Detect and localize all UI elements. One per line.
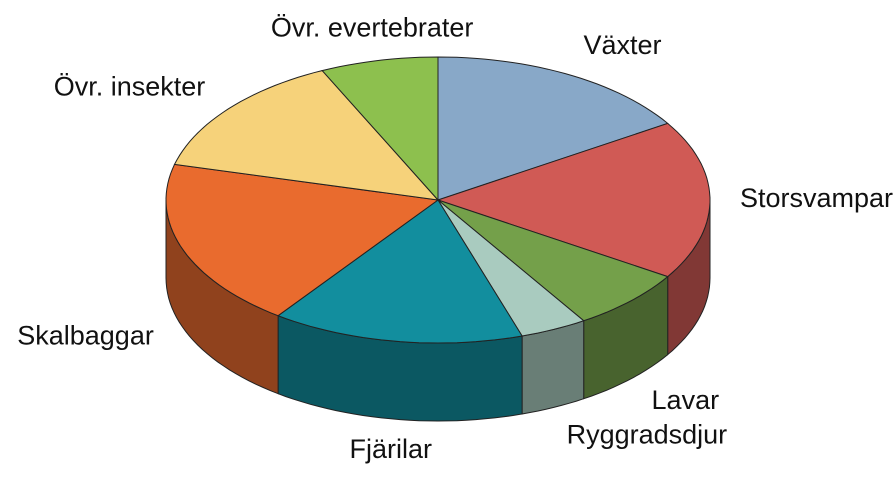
slice-label: Ryggradsdjur bbox=[567, 419, 728, 449]
slice-label: Lavar bbox=[652, 385, 720, 415]
pie-slice bbox=[173, 70, 440, 201]
slice-label: Storsvampar bbox=[740, 183, 893, 213]
slice-label: Fjärilar bbox=[349, 434, 432, 464]
slice-label: Övr. evertebrater bbox=[271, 12, 474, 42]
pie-slice bbox=[437, 199, 669, 322]
slice-label: Växter bbox=[583, 30, 661, 60]
pie-slice bbox=[165, 163, 440, 317]
pie-slice bbox=[321, 56, 439, 202]
slice-label: Skalbaggar bbox=[17, 320, 154, 350]
pie-slice bbox=[436, 122, 711, 278]
pie-slice bbox=[437, 56, 669, 201]
slice-label: Övr. insekter bbox=[54, 72, 206, 102]
pie-slice bbox=[277, 199, 523, 344]
pie-slice bbox=[437, 199, 585, 337]
